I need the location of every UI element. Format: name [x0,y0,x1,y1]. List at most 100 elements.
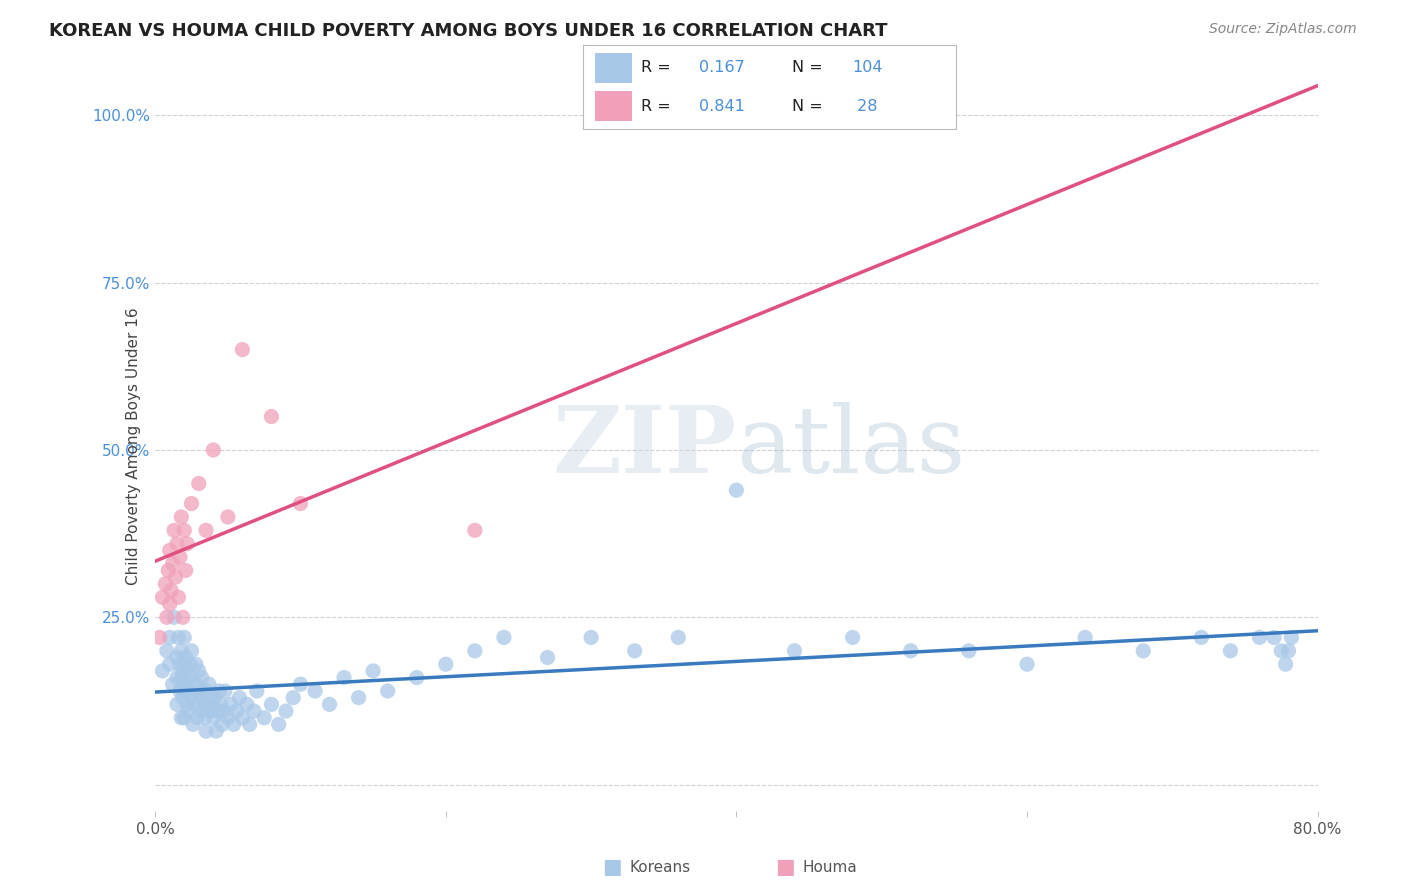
Point [267,717,290,731]
Bar [595,91,631,120]
Point [239,717,262,731]
Point [176,537,198,551]
Point [464,644,486,658]
Point [1263,631,1285,645]
Point [176,698,198,712]
Point [377,684,399,698]
Point [900,644,922,658]
Point [205,724,228,739]
Point [179,657,201,672]
Point [188,704,211,718]
Point [290,497,312,511]
Point [170,510,193,524]
Point [159,543,181,558]
Point [172,690,194,705]
Point [201,690,224,705]
Point [187,476,209,491]
Point [190,690,212,705]
Point [165,570,187,584]
Point [290,677,312,691]
Point [725,483,748,498]
Point [361,664,384,678]
Point [166,698,188,712]
Point [169,657,191,672]
Point [172,610,194,624]
Point [318,698,340,712]
Point [156,610,179,624]
Point [159,631,181,645]
Text: 0.841: 0.841 [699,98,745,113]
Point [166,671,188,685]
Point [190,671,212,685]
Point [169,684,191,698]
Point [162,677,184,691]
Point [783,644,806,658]
Point [222,717,245,731]
Point [173,524,195,538]
Text: 0.167: 0.167 [699,61,745,76]
Point [666,631,689,645]
Point [231,711,253,725]
Point [304,684,326,698]
Point [246,684,269,698]
Text: R =: R = [641,61,676,76]
Text: N =: N = [792,61,828,76]
Point [160,583,183,598]
Point [159,597,181,611]
Point [243,704,266,718]
Point [1249,631,1271,645]
Point [217,711,239,725]
Point [170,711,193,725]
Point [152,664,174,678]
Point [333,671,356,685]
Text: R =: R = [641,98,676,113]
Point [1189,631,1212,645]
Point [191,698,214,712]
Point [174,650,197,665]
Point [204,690,226,705]
Point [195,724,218,739]
Point [1219,644,1241,658]
Point [536,650,558,665]
Text: KOREAN VS HOUMA CHILD POVERTY AMONG BOYS UNDER 16 CORRELATION CHART: KOREAN VS HOUMA CHILD POVERTY AMONG BOYS… [49,22,887,40]
Point [148,631,170,645]
Point [208,684,231,698]
Text: ZIP: ZIP [553,401,737,491]
Point [228,690,250,705]
Bar [595,54,631,83]
Point [180,497,202,511]
Text: N =: N = [792,98,828,113]
Point [174,677,197,691]
Text: atlas: atlas [737,401,966,491]
Point [180,671,202,685]
Point [163,524,186,538]
Point [841,631,863,645]
Point [183,698,205,712]
Point [209,698,232,712]
Point [1274,657,1296,672]
Point [957,644,980,658]
Point [156,644,179,658]
Text: Koreans: Koreans [630,860,690,874]
Point [195,524,218,538]
Point [1277,644,1299,658]
Point [184,677,207,691]
Point [231,343,253,357]
Point [219,698,242,712]
Point [159,657,181,672]
Point [235,698,257,712]
Point [212,704,235,718]
Point [623,644,645,658]
Point [152,591,174,605]
Point [492,631,515,645]
Point [155,577,177,591]
Point [166,537,188,551]
Point [162,557,184,571]
Point [174,564,197,578]
Text: 28: 28 [852,98,877,113]
Point [163,610,186,624]
Point [172,664,194,678]
Point [194,711,217,725]
Point [202,711,225,725]
Point [181,717,204,731]
